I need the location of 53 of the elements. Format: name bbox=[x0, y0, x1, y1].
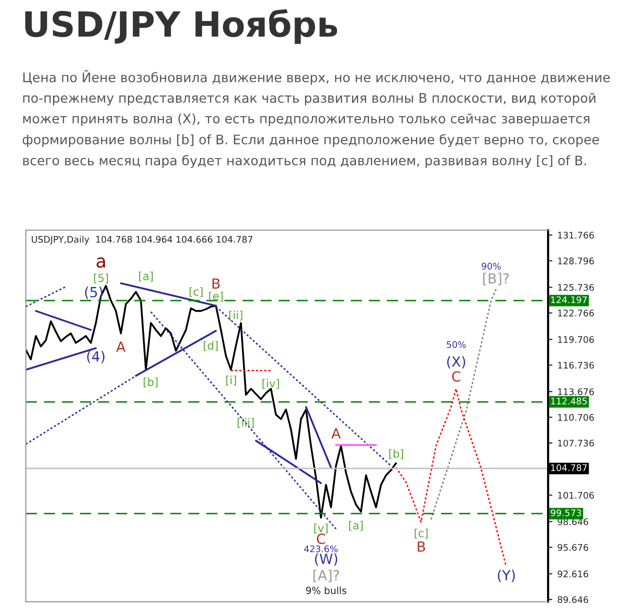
y-tick-label: 110.706 bbox=[558, 414, 594, 421]
annotation: [b] bbox=[389, 449, 404, 460]
annotation: [ii] bbox=[229, 310, 242, 321]
annotation: [A]? bbox=[313, 570, 340, 582]
line-series bbox=[430, 288, 497, 520]
y-tick-label: 119.706 bbox=[558, 336, 594, 343]
annotation: USDJPY,Daily 104.768 104.964 104.666 104.787 bbox=[32, 236, 252, 245]
annotation: [B]? bbox=[483, 272, 509, 286]
annotation: [iv] bbox=[262, 378, 279, 389]
annotation: B bbox=[418, 542, 425, 552]
y-tick-label: 116.736 bbox=[558, 362, 594, 369]
annotation: [i] bbox=[226, 376, 236, 386]
y-tick-label: 128.796 bbox=[558, 258, 594, 264]
annotation: 50% bbox=[446, 341, 466, 348]
y-tick-label: 92.616 bbox=[558, 570, 588, 578]
ref-line-label: 124.197 bbox=[551, 296, 587, 304]
ref-line-label: 112.485 bbox=[551, 398, 587, 405]
annotation: [iii] bbox=[238, 418, 254, 428]
annotation: (W) bbox=[315, 553, 338, 566]
annotation: (5) bbox=[85, 286, 102, 300]
annotation: [c] bbox=[414, 528, 428, 539]
annotation: [d] bbox=[204, 341, 218, 352]
annotation: (Y) bbox=[498, 570, 515, 582]
y-tick-label: 131.766 bbox=[558, 232, 594, 239]
ref-line-label: 104.787 bbox=[551, 464, 587, 472]
annotation: A bbox=[331, 428, 341, 438]
annotation: A bbox=[116, 342, 126, 352]
annotation: 90% bbox=[482, 262, 501, 270]
y-tick-label: 89.646 bbox=[558, 596, 588, 604]
annotation: [v] bbox=[314, 524, 328, 534]
annotation: [b] bbox=[144, 378, 158, 388]
y-tick-label: 125.736 bbox=[558, 284, 594, 291]
annotation: [e] bbox=[209, 292, 223, 302]
y-tick-label: 122.766 bbox=[558, 310, 594, 316]
chart-title: USD/JPY Ноябрь bbox=[25, 9, 338, 44]
annotation: [a] bbox=[139, 272, 153, 282]
annotation: 423.6% bbox=[304, 545, 338, 552]
y-tick-label: 95.676 bbox=[558, 544, 588, 551]
y-tick-label: 107.736 bbox=[558, 440, 594, 447]
annotation: B bbox=[212, 278, 220, 289]
chart-subtitle: Цена по Йене возобновила движение вверх, но не исключено, что данное движение по-прежнему представляется как часть развития волны B плоскости, вид которой может принять волна (X), то есть предположительно только сейчас завершается формирование волны [b] of B. Если данное предположение будет верно то, скорее всего весь месяц пара будет находиться под давлением, развивая волну [c] of B. bbox=[22, 70, 610, 168]
annotation: (X) bbox=[447, 356, 466, 368]
annotation: C bbox=[316, 534, 326, 544]
annotation: 9% bulls bbox=[306, 586, 346, 594]
y-tick-label: 113.676 bbox=[558, 388, 594, 396]
annotation: [c] bbox=[190, 287, 203, 298]
y-tick-label: 101.706 bbox=[558, 492, 594, 499]
annotation: (4) bbox=[87, 350, 104, 364]
annotation: C bbox=[452, 371, 460, 382]
annotation: a bbox=[96, 257, 105, 268]
annotation: [5] bbox=[94, 273, 108, 284]
annotation: [a] bbox=[349, 520, 363, 531]
ref-line-label: 99.573 bbox=[550, 509, 582, 516]
